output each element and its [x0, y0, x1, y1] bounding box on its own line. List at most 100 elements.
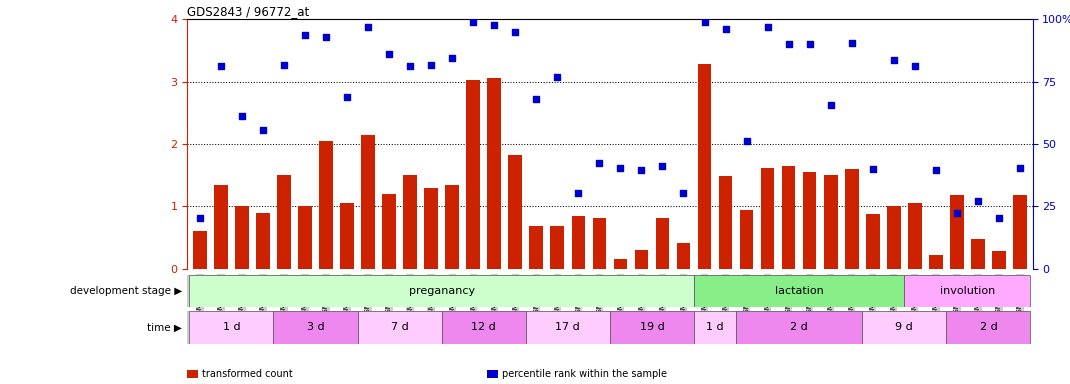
Point — [675, 190, 692, 196]
Bar — [950, 195, 964, 269]
Text: 2 d: 2 d — [791, 322, 808, 333]
Bar — [340, 203, 354, 269]
Point — [444, 55, 461, 61]
Text: 1 d: 1 d — [223, 322, 241, 333]
Bar — [425, 188, 438, 269]
Bar — [761, 168, 775, 269]
Text: transformed count: transformed count — [202, 369, 293, 379]
Bar — [299, 207, 311, 269]
Point — [696, 19, 713, 25]
Point — [255, 127, 272, 133]
Point — [948, 210, 965, 216]
Bar — [319, 141, 333, 269]
Bar — [403, 175, 417, 269]
Bar — [357, 311, 442, 344]
Bar — [946, 311, 1030, 344]
Bar — [193, 232, 207, 269]
Bar — [256, 213, 270, 269]
Point — [360, 24, 377, 30]
Point — [906, 63, 923, 69]
Bar — [972, 239, 984, 269]
Bar — [613, 260, 627, 269]
Bar — [508, 155, 522, 269]
Bar — [571, 216, 585, 269]
Point — [192, 215, 209, 221]
Point — [632, 167, 649, 173]
Bar — [274, 311, 357, 344]
Bar — [694, 311, 736, 344]
Text: development stage ▶: development stage ▶ — [70, 286, 182, 296]
Bar — [550, 227, 564, 269]
Point — [212, 63, 229, 69]
Bar — [214, 185, 228, 269]
Text: 7 d: 7 d — [391, 322, 409, 333]
Bar — [530, 227, 544, 269]
Bar — [719, 177, 732, 269]
Point — [423, 62, 440, 68]
Point — [801, 41, 819, 47]
Point — [969, 199, 987, 205]
Bar — [992, 252, 1006, 269]
Bar — [189, 275, 694, 307]
Text: 3 d: 3 d — [307, 322, 324, 333]
Text: 17 d: 17 d — [555, 322, 580, 333]
Bar — [235, 207, 248, 269]
Bar — [736, 311, 862, 344]
Text: percentile rank within the sample: percentile rank within the sample — [502, 369, 667, 379]
Text: 12 d: 12 d — [472, 322, 496, 333]
Bar — [866, 214, 880, 269]
Point — [865, 166, 882, 172]
Point — [1011, 165, 1028, 171]
Bar — [656, 218, 670, 269]
Bar — [277, 175, 291, 269]
Point — [338, 94, 355, 100]
Point — [318, 34, 335, 40]
Point — [843, 40, 860, 46]
Bar — [676, 243, 690, 269]
Bar — [739, 210, 753, 269]
Bar — [904, 275, 1030, 307]
Point — [233, 113, 250, 119]
Point — [401, 63, 418, 69]
Bar — [442, 311, 525, 344]
Bar — [802, 172, 816, 269]
Bar — [382, 194, 396, 269]
Bar — [824, 175, 838, 269]
Point — [759, 24, 776, 30]
Text: 1 d: 1 d — [706, 322, 723, 333]
Point — [928, 167, 945, 173]
Bar — [610, 311, 694, 344]
Text: 2 d: 2 d — [979, 322, 997, 333]
Point — [275, 62, 292, 68]
Text: 9 d: 9 d — [896, 322, 913, 333]
Text: involution: involution — [939, 286, 995, 296]
Bar — [1013, 195, 1027, 269]
Text: time ▶: time ▶ — [147, 322, 182, 333]
Point — [717, 25, 734, 31]
Point — [570, 190, 587, 196]
Point — [738, 138, 755, 144]
Point — [591, 160, 608, 166]
Point — [991, 215, 1008, 221]
Text: preganancy: preganancy — [409, 286, 475, 296]
Text: GDS2843 / 96772_at: GDS2843 / 96772_at — [187, 5, 309, 18]
Bar — [887, 207, 901, 269]
Bar — [782, 166, 795, 269]
Point — [885, 57, 902, 63]
Bar — [445, 185, 459, 269]
Bar — [908, 203, 921, 269]
Point — [549, 74, 566, 80]
Bar — [362, 135, 374, 269]
Bar — [929, 255, 943, 269]
Bar — [698, 64, 712, 269]
Point — [822, 102, 839, 108]
Bar — [862, 311, 946, 344]
Text: 19 d: 19 d — [640, 322, 664, 333]
Text: lactation: lactation — [775, 286, 824, 296]
Point — [612, 165, 629, 171]
Point — [780, 41, 797, 47]
Point — [381, 50, 398, 56]
Point — [654, 163, 671, 169]
Bar — [593, 218, 607, 269]
Bar — [467, 80, 480, 269]
